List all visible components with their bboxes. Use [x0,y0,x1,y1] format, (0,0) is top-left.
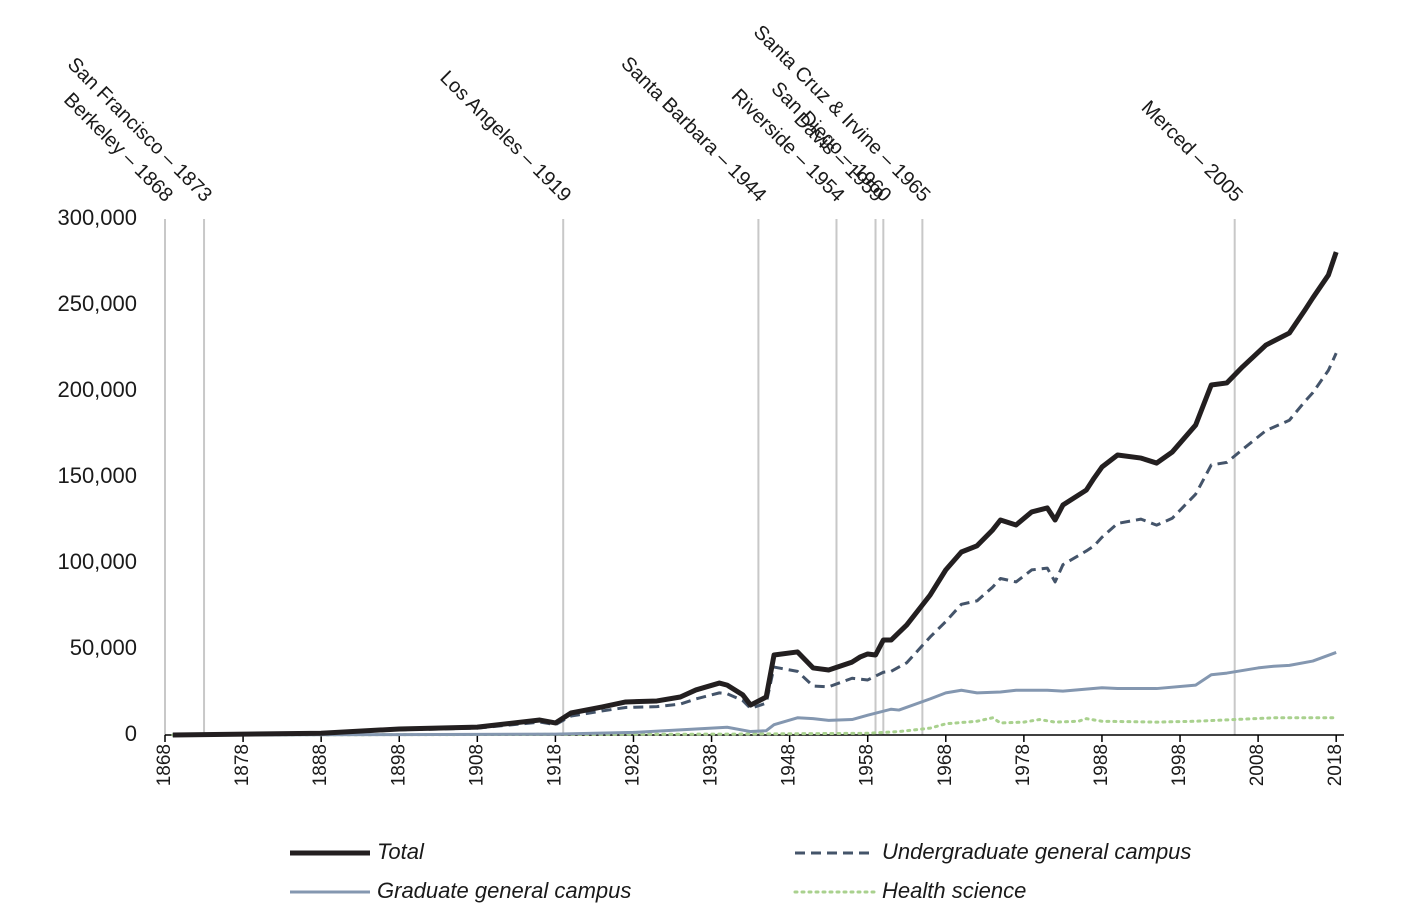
legend-label: Graduate general campus [377,878,631,903]
y-tick-label: 100,000 [57,549,137,574]
campus-label: Merced – 2005 [1137,97,1247,207]
legend-label: Undergraduate general campus [882,839,1191,864]
y-tick-label: 0 [125,721,137,746]
series-line [172,251,1339,738]
y-tick-label: 300,000 [57,205,137,230]
x-tick-label: 1878 [232,744,253,786]
series-line [172,352,1338,737]
y-tick-label: 200,000 [57,377,137,402]
x-tick-label: 1988 [1091,744,1112,786]
campus-label: Los Angeles – 1919 [435,67,575,207]
y-tick-label: 150,000 [57,463,137,488]
campus-label: Santa Cruz & Irvine – 1965 [749,21,934,206]
x-tick-label: 2008 [1247,744,1268,786]
y-tick-label: 250,000 [57,291,137,316]
x-tick-label: 1948 [779,744,800,786]
x-tick-label: 1918 [544,744,565,786]
x-tick-label: 1868 [154,744,175,786]
legend-label: Health science [882,878,1026,903]
x-tick-label: 1998 [1169,744,1190,786]
series-line [171,716,1338,737]
campus-label: Santa Barbara – 1944 [616,53,770,207]
series-line [172,651,1337,737]
x-tick-label: 1908 [466,744,487,786]
y-tick-label: 50,000 [70,635,137,660]
x-tick-label: 1928 [622,744,643,786]
x-tick-label: 1958 [857,744,878,786]
x-tick-label: 1968 [935,744,956,786]
x-tick-label: 2018 [1325,744,1346,786]
x-tick-label: 1938 [701,744,722,786]
x-tick-label: 1898 [388,744,409,786]
x-tick-label: 1888 [310,744,331,786]
legend-label: Total [377,839,425,864]
x-tick-label: 1978 [1013,744,1034,786]
